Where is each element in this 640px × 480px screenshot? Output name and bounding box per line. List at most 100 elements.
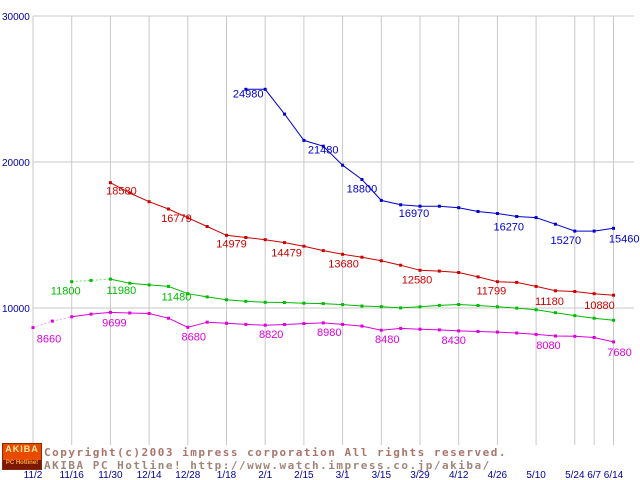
series-green-point-marker xyxy=(108,277,112,281)
data-label-series-magenta: 8820 xyxy=(259,329,283,341)
series-green-point-marker xyxy=(495,305,499,309)
series-magenta-point-marker xyxy=(360,324,364,328)
series-magenta-point-marker xyxy=(147,312,151,315)
series-magenta-point-marker xyxy=(225,321,228,325)
series-green-point-marker xyxy=(321,302,325,306)
series-magenta-point-marker xyxy=(437,328,441,332)
x-axis-tick-label: 4/26 xyxy=(488,470,508,480)
x-axis-tick-label: 6/14 xyxy=(604,470,624,480)
series-blue-point-marker xyxy=(418,204,422,208)
series-green-point-marker xyxy=(612,318,615,322)
y-axis-tick-label: 20000 xyxy=(2,158,30,169)
series-blue-point-marker xyxy=(457,206,461,210)
series-red-line xyxy=(110,182,614,296)
series-blue-point-marker xyxy=(283,112,287,116)
series-green-point-marker xyxy=(89,278,93,282)
series-magenta-point-marker xyxy=(573,334,577,338)
series-red-point-marker xyxy=(476,275,480,279)
data-label-series-red: 16779 xyxy=(161,213,192,225)
series-blue-point-marker xyxy=(592,229,596,233)
x-axis-tick-label: 3/29 xyxy=(410,470,430,480)
series-red-point-marker xyxy=(592,292,596,296)
series-green-point-marker xyxy=(186,292,190,296)
series-magenta-point-marker xyxy=(341,322,345,326)
data-label-series-magenta: 8480 xyxy=(375,334,399,346)
series-green-point-marker xyxy=(592,316,596,320)
y-axis-tick-label: 30000 xyxy=(2,12,30,23)
series-blue-point-marker xyxy=(321,144,325,148)
series-red-point-marker xyxy=(418,268,422,272)
series-magenta-point-marker xyxy=(553,334,557,338)
x-axis-tick-label: 4/12 xyxy=(449,470,469,480)
data-label-series-magenta: 8080 xyxy=(536,340,560,352)
series-magenta-point-marker xyxy=(128,311,132,315)
data-label-series-magenta: 8980 xyxy=(317,327,341,339)
series-red-point-marker xyxy=(108,181,112,185)
data-label-series-blue: 16270 xyxy=(493,221,524,233)
x-axis-tick-label: 11/30 xyxy=(98,470,123,480)
series-blue-point-marker xyxy=(360,178,364,181)
data-label-series-green: 11480 xyxy=(162,291,192,303)
data-label-series-red: 14479 xyxy=(271,248,302,260)
series-green-point-marker xyxy=(534,308,538,312)
series-green-point-marker xyxy=(225,298,228,302)
data-label-series-magenta: 8430 xyxy=(441,335,465,347)
series-green-point-marker xyxy=(147,283,151,287)
x-axis-tick-label: 5/24 xyxy=(565,470,585,480)
series-red-point-marker xyxy=(321,249,325,253)
data-label-series-blue: 15460 xyxy=(609,233,640,245)
data-label-series-magenta: 8680 xyxy=(182,331,206,343)
series-green-point-marker xyxy=(70,280,74,284)
series-blue-point-marker xyxy=(244,87,248,91)
series-red-point-marker xyxy=(360,255,364,259)
series-magenta-point-marker xyxy=(399,326,403,330)
series-red-point-marker xyxy=(553,289,557,293)
series-red-point-marker xyxy=(186,216,190,220)
series-blue-point-marker xyxy=(302,138,306,142)
site-url-text: AKIBA PC Hotline! http://www.watch.impre… xyxy=(44,459,491,472)
series-magenta-point-marker xyxy=(418,327,422,331)
data-label-series-green: 11980 xyxy=(107,285,137,297)
data-label-series-red: 14979 xyxy=(216,238,247,250)
series-red-point-marker xyxy=(128,191,132,195)
series-magenta-point-marker xyxy=(534,332,538,336)
series-magenta-point-marker xyxy=(263,323,267,327)
series-magenta-point-marker xyxy=(186,325,190,329)
series-blue-point-marker xyxy=(553,222,557,226)
x-axis-tick-label: 6/7 xyxy=(587,470,601,480)
series-red-point-marker xyxy=(205,225,209,228)
series-red-point-marker xyxy=(225,233,228,237)
data-label-series-red: 12580 xyxy=(402,274,433,286)
series-red-point-marker xyxy=(495,280,499,284)
series-green-point-marker xyxy=(205,295,209,299)
data-label-series-red: 13680 xyxy=(328,258,359,270)
series-blue-line xyxy=(245,88,614,232)
series-red-point-marker xyxy=(457,271,461,274)
series-magenta-point-marker xyxy=(166,316,170,320)
series-red-point-marker xyxy=(302,244,306,248)
series-green-point-marker xyxy=(515,306,519,310)
series-magenta-point-marker xyxy=(379,328,383,332)
series-green-point-marker xyxy=(573,314,577,318)
series-magenta-point-marker xyxy=(89,312,93,316)
series-blue-point-marker xyxy=(399,203,403,207)
x-axis-tick-label: 12/28 xyxy=(175,470,200,480)
data-label-series-blue: 18800 xyxy=(347,184,378,196)
data-label-series-red: 18580 xyxy=(106,186,137,198)
series-green-point-marker xyxy=(128,281,132,285)
x-axis-tick-label: 3/15 xyxy=(372,470,392,480)
series-red-point-marker xyxy=(515,280,519,284)
series-blue-point-marker xyxy=(341,163,345,167)
data-label-series-magenta: 7680 xyxy=(607,347,631,359)
series-red-point-marker xyxy=(283,241,287,245)
data-label-series-green: 11800 xyxy=(51,286,81,298)
series-red-point-marker xyxy=(534,284,538,288)
x-axis-tick-label: 11/16 xyxy=(60,470,85,480)
x-axis-tick-label: 2/15 xyxy=(294,470,314,480)
data-label-series-magenta: 9699 xyxy=(102,317,126,329)
data-label-series-red: 10880 xyxy=(584,300,615,312)
series-magenta-point-marker xyxy=(283,323,287,326)
x-axis-tick-label: 3/1 xyxy=(336,470,350,480)
x-axis-tick-label: 11/2 xyxy=(24,470,43,480)
